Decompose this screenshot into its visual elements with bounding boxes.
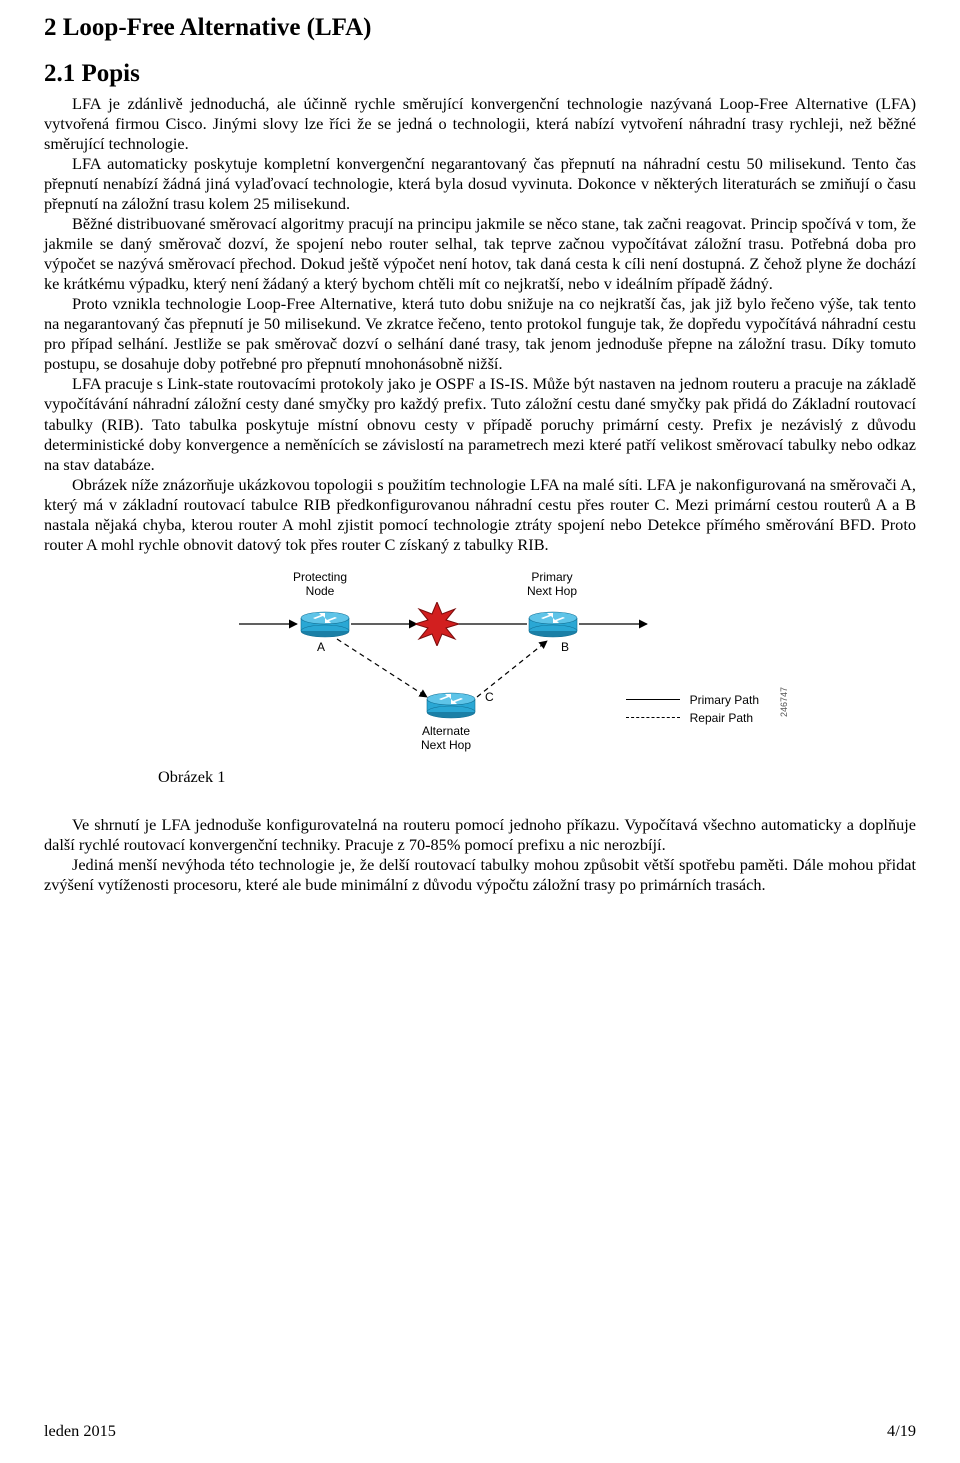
paragraph-text: Proto vznikla technologie Loop-Free Alte…	[44, 294, 916, 373]
router-b-icon	[527, 610, 579, 638]
heading-section: 2.1 Popis	[44, 60, 916, 88]
legend-label: Primary Path	[690, 693, 759, 707]
label-a: A	[317, 641, 325, 655]
router-a-icon	[299, 610, 351, 638]
legend-line-solid	[626, 699, 680, 700]
paragraph: LFA je zdánlivě jednoduchá, ale účinně r…	[44, 94, 916, 154]
footer-date: leden 2015	[44, 1421, 116, 1441]
diagram-legend: Primary Path Repair Path	[626, 691, 759, 727]
figure-code: 246747	[779, 687, 789, 717]
label-alternate-next-hop: Alternate Next Hop	[421, 725, 471, 753]
paragraph-text: LFA automaticky poskytuje kompletní konv…	[44, 154, 916, 213]
label-protecting-node: Protecting Node	[293, 571, 347, 599]
failure-burst-icon	[415, 602, 459, 646]
heading-chapter: 2 Loop-Free Alternative (LFA)	[44, 14, 916, 42]
paragraph-text: LFA je zdánlivě jednoduchá, ale účinně r…	[44, 94, 916, 153]
label-b: B	[561, 641, 569, 655]
paragraph: Ve shrnutí je LFA jednoduše konfigurovat…	[44, 815, 916, 855]
figure-caption: Obrázek 1	[158, 767, 916, 787]
figure: Protecting Node Primary Next Hop A B C A…	[44, 569, 916, 787]
paragraph-text: Jediná menší nevýhoda této technologie j…	[44, 855, 916, 894]
document-page: 2 Loop-Free Alternative (LFA) 2.1 Popis …	[0, 0, 960, 1463]
footer-page-number: 4/19	[887, 1421, 916, 1441]
paragraph: Proto vznikla technologie Loop-Free Alte…	[44, 294, 916, 374]
legend-row-repair: Repair Path	[626, 709, 759, 727]
paragraph: Obrázek níže znázorňuje ukázkovou topolo…	[44, 475, 916, 555]
router-c-icon	[425, 691, 477, 719]
label-c: C	[485, 691, 494, 705]
paragraph: Běžné distribuované směrovací algoritmy …	[44, 214, 916, 294]
network-diagram: Protecting Node Primary Next Hop A B C A…	[239, 569, 759, 759]
legend-row-primary: Primary Path	[626, 691, 759, 709]
paragraph-text: LFA pracuje s Link-state routovacími pro…	[44, 374, 916, 473]
paragraph-text: Obrázek níže znázorňuje ukázkovou topolo…	[44, 475, 916, 554]
legend-line-dashed	[626, 717, 680, 718]
label-primary-next-hop: Primary Next Hop	[527, 571, 577, 599]
paragraph: LFA pracuje s Link-state routovacími pro…	[44, 374, 916, 474]
paragraph-text: Běžné distribuované směrovací algoritmy …	[44, 214, 916, 293]
paragraph-text: Ve shrnutí je LFA jednoduše konfigurovat…	[44, 815, 916, 854]
page-footer: leden 2015 4/19	[44, 1421, 916, 1441]
legend-label: Repair Path	[690, 711, 753, 725]
paragraph: LFA automaticky poskytuje kompletní konv…	[44, 154, 916, 214]
paragraph: Jediná menší nevýhoda této technologie j…	[44, 855, 916, 895]
